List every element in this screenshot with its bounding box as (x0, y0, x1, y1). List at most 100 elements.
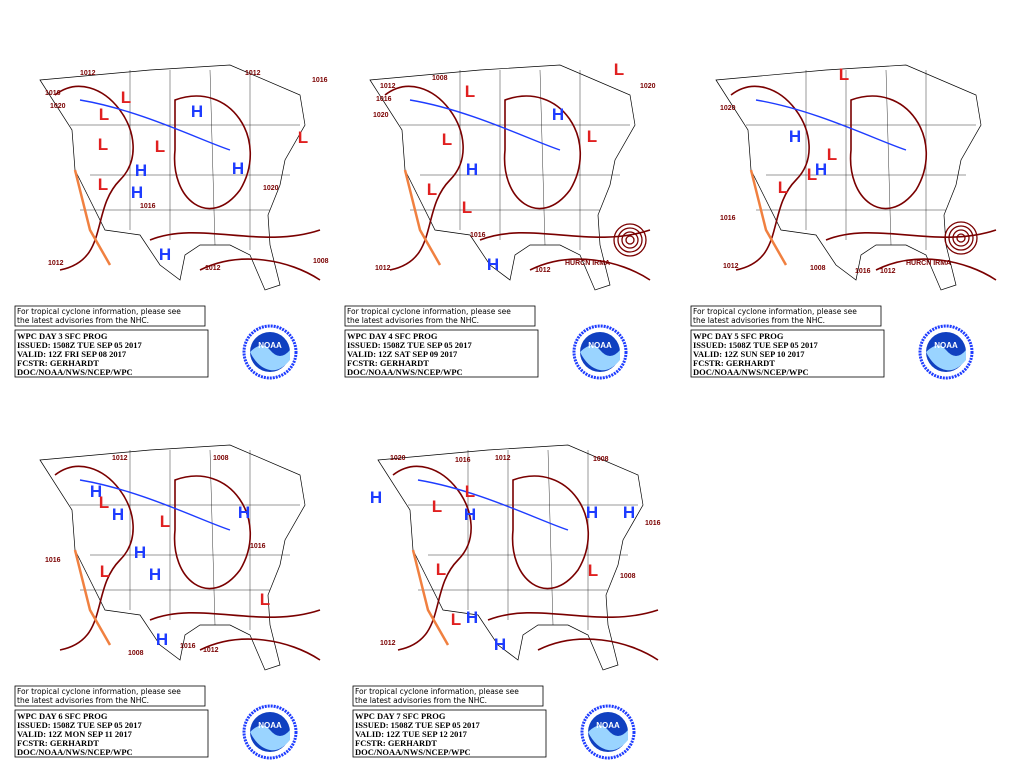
isobar-label: 1016 (250, 543, 266, 550)
pressure-center: H (464, 505, 476, 524)
info-text: WPC DAY 4 SFC PROG (347, 331, 438, 341)
info-text: FCSTR: GERHARDT (355, 738, 437, 748)
pressure-center: H (487, 255, 499, 274)
isobar-label: 1012 (380, 83, 396, 90)
info-box (344, 329, 539, 378)
hurricane-isobar (944, 221, 978, 255)
info-text: VALID: 12Z FRI SEP 08 2017 (17, 349, 127, 359)
pressure-center: L (99, 493, 109, 512)
isobar-label: 1016 (180, 643, 196, 650)
info-text: DOC/NOAA/NWS/NCEP/WPC (17, 747, 133, 757)
noaa-logo-text: NOAA (258, 721, 282, 730)
base-map (714, 63, 998, 292)
notice-text: For tropical cyclone information, please… (693, 307, 857, 316)
base-map (38, 63, 322, 292)
isobar-label: 1012 (495, 455, 511, 462)
noaa-logo-text: NOAA (596, 721, 620, 730)
pressure-center: H (623, 503, 635, 522)
isobar-label: 1016 (855, 268, 871, 275)
pressure-center: L (462, 198, 472, 217)
isobar-label: 1012 (203, 647, 219, 654)
isobar-label: 1020 (373, 112, 389, 119)
noaa-logo-text: NOAA (258, 341, 282, 350)
pressure-center: L (427, 180, 437, 199)
pressure-center: H (131, 183, 143, 202)
storm-label: HURCN IRMA (906, 260, 951, 267)
pressure-center: H (135, 161, 147, 180)
pressure-center: H (466, 160, 478, 179)
hurricane-isobar (956, 233, 966, 243)
info-text: FCSTR: GERHARDT (17, 738, 99, 748)
pressure-center: L (614, 60, 624, 79)
hurricane-isobar (952, 229, 970, 247)
isobar-label: 1012 (375, 265, 391, 272)
isobar-label: 1008 (432, 75, 448, 82)
base-map (368, 63, 652, 292)
pressure-center: H (191, 102, 203, 121)
info-text: DOC/NOAA/NWS/NCEP/WPC (347, 367, 463, 377)
pressure-center: L (827, 145, 837, 164)
info-box (14, 329, 209, 378)
isobar-label: 1016 (45, 557, 61, 564)
isobar-label: 1012 (205, 265, 221, 272)
isobar-label: 1012 (80, 70, 96, 77)
info-text: WPC DAY 3 SFC PROG (17, 331, 108, 341)
isobar-label: 1012 (880, 268, 896, 275)
isobar-label: 1012 (723, 263, 739, 270)
isobar-label: 1016 (376, 96, 392, 103)
notice-text: For tropical cyclone information, please… (17, 307, 181, 316)
info-text: DOC/NOAA/NWS/NCEP/WPC (355, 747, 471, 757)
noaa-logo-bird (588, 725, 628, 751)
info-text: WPC DAY 7 SFC PROG (355, 711, 446, 721)
noaa-logo-bird (250, 725, 290, 751)
isobar-label: 1016 (45, 90, 61, 97)
notice-box (14, 305, 206, 327)
noaa-logo-text: NOAA (934, 341, 958, 350)
pressure-center: L (432, 497, 442, 516)
pressure-center: H (370, 488, 382, 507)
isobar-label: 1016 (720, 215, 736, 222)
notice-text: For tropical cyclone information, please… (17, 687, 181, 696)
pressure-center: H (815, 160, 827, 179)
hurricane-isobar (948, 225, 974, 251)
pressure-center: L (778, 178, 788, 197)
notice-text: For tropical cyclone information, please… (347, 307, 511, 316)
info-box (14, 709, 209, 758)
notice-text: the latest advisories from the NHC. (355, 696, 487, 705)
hurricane-isobar (617, 227, 643, 253)
info-text: DOC/NOAA/NWS/NCEP/WPC (693, 367, 809, 377)
pressure-center: H (494, 635, 506, 654)
pressure-center: H (90, 482, 102, 501)
info-text: WPC DAY 5 SFC PROG (693, 331, 784, 341)
pressure-center: H (586, 503, 598, 522)
notice-box (352, 685, 544, 707)
notice-text: the latest advisories from the NHC. (17, 696, 149, 705)
isobar-label: 1020 (263, 185, 279, 192)
pressure-center: L (98, 135, 108, 154)
isobar-label: 1016 (455, 457, 471, 464)
prog-panel: HURCN IRMA 1008 1012 1016 1020 1012 1012 1016 10… (344, 60, 656, 380)
isobar-label: 1012 (112, 455, 128, 462)
pressure-center: H (238, 503, 250, 522)
noaa-logo-text: NOAA (588, 341, 612, 350)
pressure-center: L (839, 65, 849, 84)
isobar-label: 1008 (213, 455, 229, 462)
info-text: VALID: 12Z TUE SEP 12 2017 (355, 729, 468, 739)
hurricane-isobar (625, 235, 635, 245)
pressure-center: L (98, 175, 108, 194)
pressure-center: L (160, 512, 170, 531)
info-text: FCSTR: GERHARDT (693, 358, 775, 368)
pressure-center: H (552, 105, 564, 124)
info-box (352, 709, 547, 758)
isobar-label: 1012 (535, 267, 551, 274)
pressure-center: L (442, 130, 452, 149)
noaa-logo-bird (926, 345, 966, 371)
info-text: ISSUED: 1508Z TUE SEP 05 2017 (17, 720, 143, 730)
notice-text: the latest advisories from the NHC. (17, 316, 149, 325)
noaa-logo-bird (580, 345, 620, 371)
notice-box (344, 305, 536, 327)
isobar-label: 1020 (720, 105, 736, 112)
